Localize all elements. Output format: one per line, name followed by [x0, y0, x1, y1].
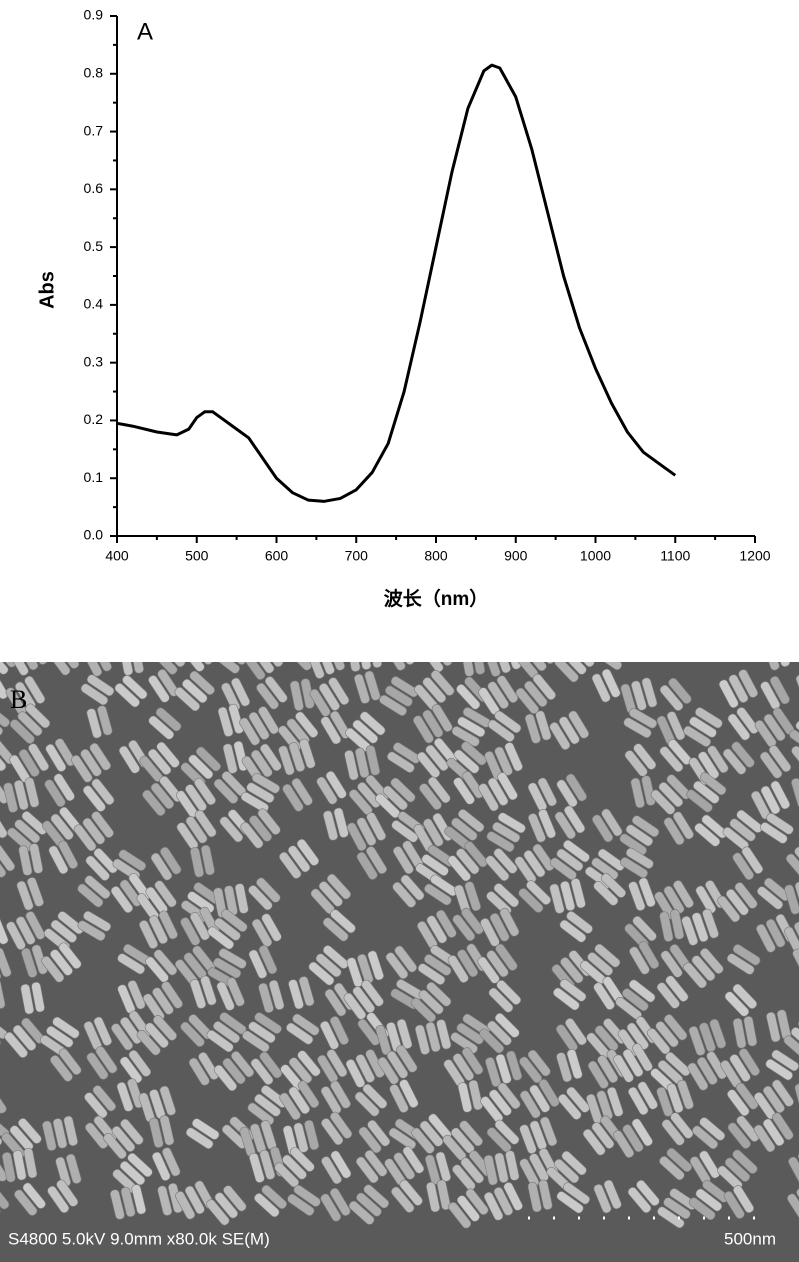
rod-bundle: [2, 1148, 38, 1183]
y-tick-label: 0.3: [84, 353, 104, 369]
x-tick-label: 1100: [660, 548, 690, 564]
x-tick-label: 1000: [580, 548, 611, 564]
y-tick-label: 0.8: [84, 64, 104, 80]
panel-label: A: [137, 18, 153, 45]
x-tick-label: 900: [504, 548, 528, 564]
figure: A Abs 波长（nm） 0.0 0.1 0.2 0.3 0.4 0.5 0.6 0.7 0.8…: [0, 0, 799, 1262]
x-tick-label: 600: [265, 548, 289, 564]
y-tick-label: 0.0: [84, 527, 104, 543]
x-tick-label: 800: [424, 548, 448, 564]
y-tick-label: 0.4: [84, 296, 104, 312]
rod-bundle: [483, 1150, 520, 1186]
x-tick-label: 500: [185, 548, 209, 564]
rod-bundle: [42, 1115, 79, 1151]
rod-bundle: [344, 745, 381, 781]
y-axis-label: Abs: [36, 271, 58, 309]
y-tick-label: 0.1: [84, 469, 104, 485]
scale-bar-label: 500nm: [724, 1229, 776, 1248]
y-tick-label: 0.2: [84, 411, 104, 427]
y-tick-label: 0.9: [84, 7, 104, 23]
y-tick-label: 0.5: [84, 238, 104, 254]
panel-label: B: [10, 685, 27, 714]
image-info: S4800 5.0kV 9.0mm x80.0k SE(M): [8, 1229, 270, 1248]
x-tick-label: 1200: [739, 548, 770, 564]
y-tick-label: 0.6: [84, 180, 104, 196]
x-axis-label: 波长（nm）: [384, 587, 489, 610]
x-tick-label: 400: [105, 548, 129, 564]
sem-image: B S4800 5.0kV 9.0mm x80.0k SE(M) 500nm: [0, 662, 799, 1262]
y-tick-label: 0.7: [84, 122, 104, 138]
chart: A Abs 波长（nm） 0.0 0.1 0.2 0.3 0.4 0.5 0.6 0.7 0.8…: [0, 0, 799, 640]
absorbance-line: [117, 65, 675, 501]
x-tick-label: 700: [345, 548, 369, 564]
